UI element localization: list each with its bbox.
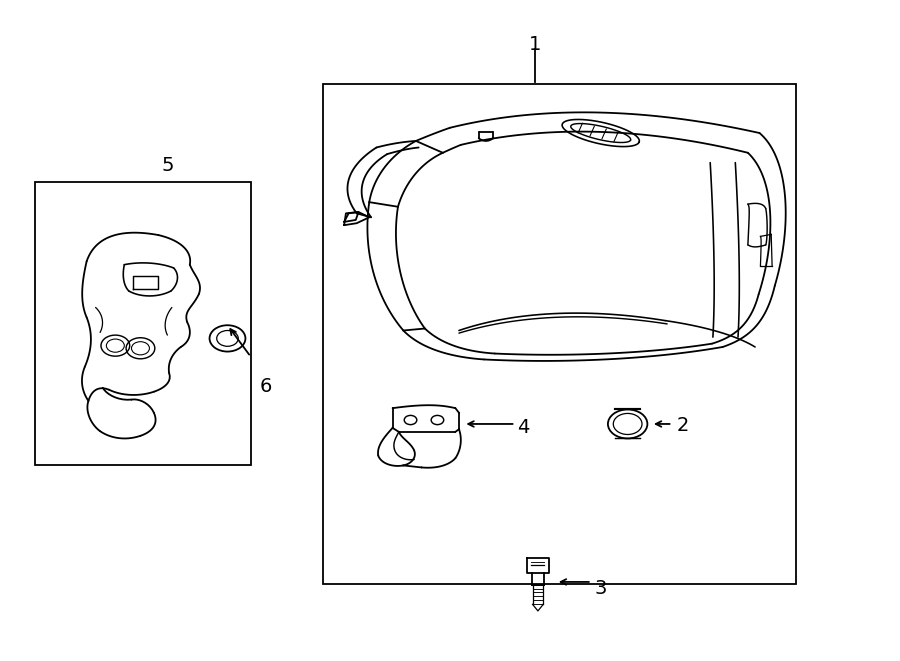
Text: 3: 3 [595,579,607,598]
Text: 4: 4 [518,418,530,438]
Bar [322,84,796,584]
Text: 2: 2 [677,416,689,436]
Text: 1: 1 [529,34,542,54]
Text: 5: 5 [161,157,174,175]
Bar [35,182,251,465]
Text: 6: 6 [260,377,273,396]
